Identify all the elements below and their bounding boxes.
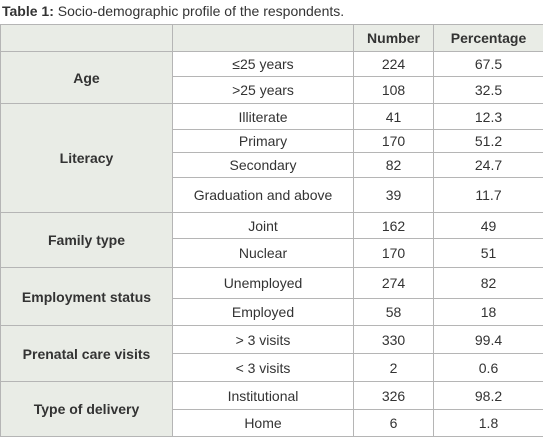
number: 162 [353, 212, 434, 239]
number: 170 [353, 238, 434, 268]
percentage: 12.3 [433, 103, 543, 130]
number: 41 [353, 103, 434, 130]
percentage: 99.4 [433, 325, 543, 354]
percentage: 49 [433, 212, 543, 239]
category: Illiterate [172, 103, 354, 130]
category: Joint [172, 212, 354, 239]
group-label: Literacy [0, 103, 173, 213]
percentage: 0.6 [433, 353, 543, 382]
table-row: Age ≤25 years 224 67.5 [0, 51, 543, 104]
table-row: Graduation and above 39 11.7 [1, 177, 543, 213]
percentage: 18 [433, 298, 543, 326]
table-row: Employed 58 18 [1, 298, 543, 326]
number: 224 [353, 51, 434, 77]
number: 274 [353, 267, 434, 299]
table-row: Secondary 82 24.7 [1, 152, 543, 178]
category: < 3 visits [172, 353, 354, 382]
number: 6 [353, 409, 434, 437]
percentage: 24.7 [433, 152, 543, 178]
caption-label: Table 1: [2, 3, 54, 19]
percentage: 98.2 [433, 381, 543, 410]
category: > 3 visits [172, 325, 354, 354]
table-row: Employment status Unemployed 274 82 [0, 267, 543, 326]
group-label: Employment status [0, 267, 173, 326]
number: 108 [353, 76, 434, 104]
number: 330 [353, 325, 434, 354]
category: Primary [172, 129, 354, 153]
table-row: Primary 170 51.2 [1, 129, 543, 153]
group-label: Prenatal care visits [0, 325, 173, 382]
number: 170 [353, 129, 434, 153]
number: 82 [353, 152, 434, 178]
table: Number Percentage Age ≤25 years 224 67.5 >25… [0, 24, 543, 437]
header-cell [172, 24, 354, 52]
category: Institutional [172, 381, 354, 410]
table-row: Home 6 1.8 [1, 409, 543, 437]
header-cell [0, 24, 173, 52]
header-cell: Number [353, 24, 434, 52]
percentage: 11.7 [433, 177, 543, 213]
category: Graduation and above [172, 177, 354, 213]
category: Nuclear [172, 238, 354, 268]
category: Employed [172, 298, 354, 326]
percentage: 67.5 [433, 51, 543, 77]
percentage: 32.5 [433, 76, 543, 104]
percentage: 51.2 [433, 129, 543, 153]
group-label: Family type [0, 212, 173, 268]
group-label: Age [0, 51, 173, 104]
category: ≤25 years [172, 51, 354, 77]
category: Unemployed [172, 267, 354, 299]
group-label: Type of delivery [0, 381, 173, 437]
table-row: Family type Joint 162 49 [0, 212, 543, 268]
caption-text: Socio-demographic profile of the respond… [57, 3, 345, 19]
header-cell: Percentage [433, 24, 543, 52]
percentage: 51 [433, 238, 543, 268]
table-row: Nuclear 170 51 [1, 238, 543, 268]
number: 2 [353, 353, 434, 382]
category: Home [172, 409, 354, 437]
table-row: Type of delivery Institutional 326 98.2 [0, 381, 543, 437]
category: >25 years [172, 76, 354, 104]
caption: Table 1: Socio-demographic profile of th… [0, 0, 543, 24]
number: 326 [353, 381, 434, 410]
percentage: 82 [433, 267, 543, 299]
category: Secondary [172, 152, 354, 178]
table-row: Prenatal care visits > 3 visits 330 99.4 [0, 325, 543, 382]
percentage: 1.8 [433, 409, 543, 437]
table-row: Literacy Illiterate 41 12.3 [0, 103, 543, 213]
number: 39 [353, 177, 434, 213]
header-row: Number Percentage [0, 24, 543, 52]
number: 58 [353, 298, 434, 326]
